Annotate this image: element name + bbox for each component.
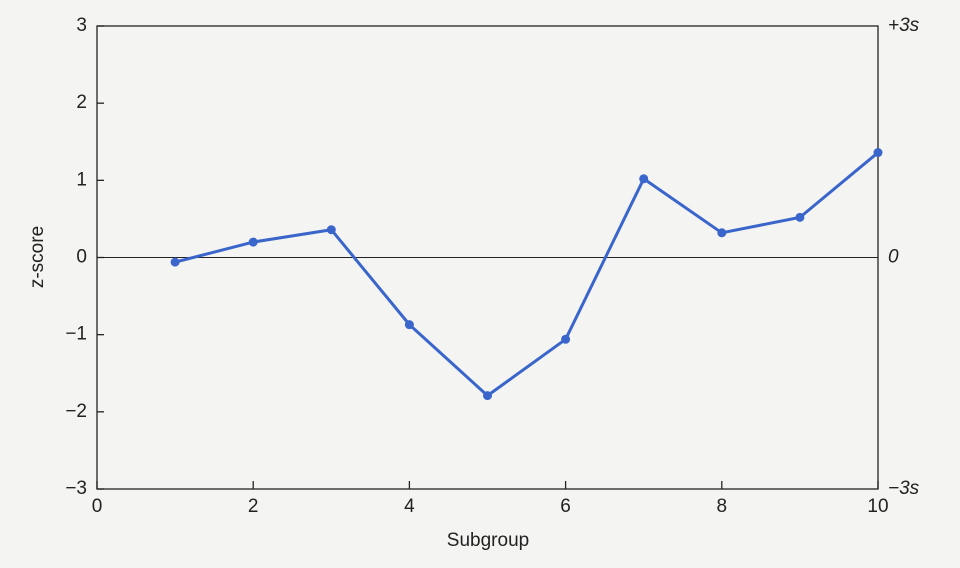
- x-tick-label: 6: [560, 496, 571, 517]
- y2-tick-label: +3s: [888, 15, 920, 36]
- x-tick-label: 2: [248, 496, 259, 517]
- y-tick-label: 1: [76, 169, 87, 190]
- y-tick-label: 2: [76, 92, 87, 113]
- data-point: [561, 334, 571, 344]
- x-axis-label: Subgroup: [447, 530, 529, 551]
- x-tick-label: 0: [92, 496, 103, 517]
- data-point: [639, 174, 649, 184]
- y-tick-label: −2: [65, 401, 87, 422]
- y2-tick-label: −3s: [888, 478, 920, 499]
- y-tick-label: −3: [65, 478, 87, 499]
- data-point: [795, 212, 805, 222]
- data-point: [483, 391, 492, 401]
- data-point: [873, 148, 883, 158]
- data-point: [170, 257, 180, 267]
- data-point: [717, 228, 727, 238]
- data-line: [174, 151, 879, 398]
- y2-tick-label: 0: [888, 247, 899, 268]
- y-tick-label: −1: [65, 324, 87, 345]
- data-point: [326, 225, 336, 235]
- data-point: [404, 320, 414, 330]
- data-point: [248, 237, 258, 247]
- y-axis-label: z-score: [27, 226, 48, 288]
- x-tick-label: 8: [717, 496, 728, 517]
- y-tick-label: 0: [76, 247, 87, 268]
- y-tick-label: 3: [76, 15, 87, 36]
- x-tick-label: 4: [404, 496, 415, 517]
- x-tick-label: 10: [867, 496, 888, 517]
